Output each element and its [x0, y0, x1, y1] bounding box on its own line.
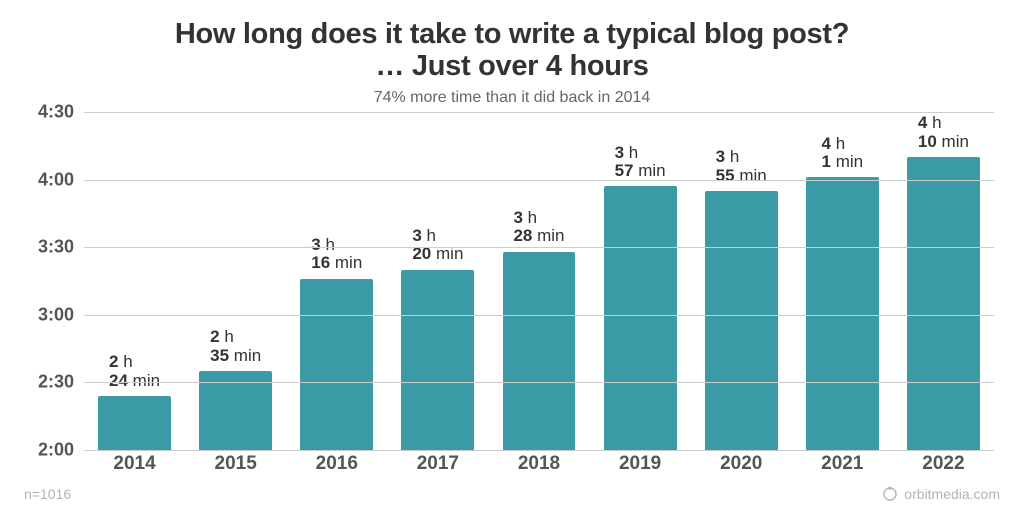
bar: 4 h1 min [806, 177, 879, 450]
bar-slot: 2 h35 min [185, 112, 286, 450]
credit-text: orbitmedia.com [904, 486, 1000, 502]
bar: 3 h57 min [604, 186, 677, 450]
bar-value-label: 4 h10 min [918, 114, 969, 157]
x-tick-label: 2017 [387, 450, 488, 478]
plot: 2 h24 min2 h35 min3 h16 min3 h20 min3 h2… [84, 112, 994, 450]
x-tick-label: 2022 [893, 450, 994, 478]
bar-slot: 3 h20 min [387, 112, 488, 450]
bar-slot: 3 h16 min [286, 112, 387, 450]
y-tick-label: 2:30 [38, 372, 84, 393]
bar: 3 h55 min [705, 191, 778, 450]
y-tick-label: 4:30 [38, 102, 84, 123]
bar: 4 h10 min [907, 157, 980, 450]
bars-container: 2 h24 min2 h35 min3 h16 min3 h20 min3 h2… [84, 112, 994, 450]
x-tick-label: 2021 [792, 450, 893, 478]
chart-footer: n=1016 orbitmedia.com [24, 484, 1000, 504]
bar: 2 h24 min [98, 396, 171, 450]
chart-card: How long does it take to write a typical… [0, 0, 1024, 512]
bar: 3 h28 min [503, 252, 576, 450]
bar-value-label: 3 h20 min [412, 227, 463, 270]
bar-value-label: 2 h35 min [210, 328, 261, 371]
grid-line [84, 112, 994, 113]
chart-credit: orbitmedia.com [882, 486, 1000, 502]
grid-line [84, 315, 994, 316]
bar-value-label: 3 h28 min [513, 209, 564, 252]
x-tick-label: 2016 [286, 450, 387, 478]
bar: 3 h16 min [300, 279, 373, 450]
bar-value-label: 3 h55 min [716, 148, 767, 191]
chart-subtitle: 74% more time than it did back in 2014 [24, 89, 1000, 107]
y-tick-label: 3:00 [38, 304, 84, 325]
grid-line [84, 382, 994, 383]
x-tick-label: 2019 [590, 450, 691, 478]
bar-slot: 3 h57 min [590, 112, 691, 450]
plot-area: 2 h24 min2 h35 min3 h16 min3 h20 min3 h2… [24, 112, 1000, 478]
bar-slot: 4 h10 min [893, 112, 994, 450]
sample-size: n=1016 [24, 486, 71, 502]
x-tick-label: 2015 [185, 450, 286, 478]
bar-value-label: 4 h1 min [822, 135, 864, 178]
x-axis-labels: 201420152016201720182019202020212022 [84, 450, 994, 478]
bar-slot: 4 h1 min [792, 112, 893, 450]
grid-line [84, 247, 994, 248]
y-tick-label: 3:30 [38, 237, 84, 258]
bar-slot: 2 h24 min [84, 112, 185, 450]
chart-title-line-1: How long does it take to write a typical… [24, 18, 1000, 50]
bar-slot: 3 h28 min [488, 112, 589, 450]
bar-value-label: 3 h16 min [311, 236, 362, 279]
bar-value-label: 2 h24 min [109, 353, 160, 396]
x-tick-label: 2020 [691, 450, 792, 478]
x-tick-label: 2014 [84, 450, 185, 478]
orbit-icon [882, 486, 898, 502]
y-tick-label: 4:00 [38, 169, 84, 190]
bar-slot: 3 h55 min [691, 112, 792, 450]
x-tick-label: 2018 [488, 450, 589, 478]
y-tick-label: 2:00 [38, 440, 84, 461]
chart-title-line-2: … Just over 4 hours [24, 50, 1000, 82]
grid-line [84, 180, 994, 181]
bar: 3 h20 min [401, 270, 474, 450]
chart-titles: How long does it take to write a typical… [24, 18, 1000, 107]
